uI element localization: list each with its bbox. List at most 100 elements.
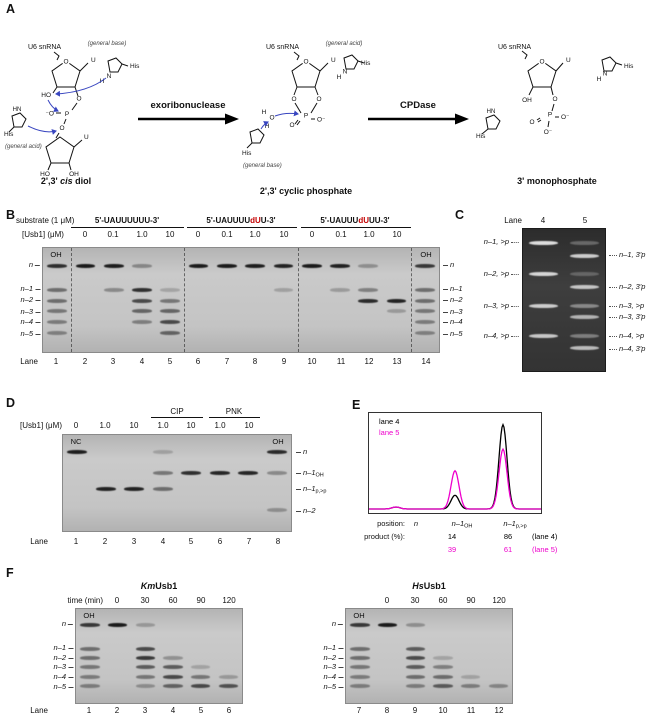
gel-image-b [42,247,440,353]
panel-c-label: C [455,208,465,222]
gel-band [132,263,152,268]
atom-O: O [289,122,294,129]
gel-band [217,263,237,268]
gel-marker: n [443,260,454,269]
gel-lane-separator [297,248,299,352]
gel-band [245,263,265,268]
tick-label: n [413,519,419,528]
gel-band [95,486,116,491]
gel-band [80,646,100,651]
his-label: His [361,60,371,67]
gel-band [405,674,425,679]
ribose-ring [51,60,81,88]
gel-marker: n–3, 3'p [609,312,645,321]
gel-band [405,655,425,660]
gel-band [218,684,238,689]
general-acid-label: (general acid) [5,144,42,150]
gel-band [163,655,183,660]
lane-number: 3 [131,537,137,546]
ribose-ring [45,136,75,164]
gel-lane-separator [410,248,412,352]
atom-O: O [303,59,308,66]
product-label: product (%): [364,532,405,541]
lane-number: 9 [412,706,418,715]
gel-marker: n–1, 3'p [609,250,645,259]
lane-number: 10 [438,706,448,715]
gel-band [160,298,181,303]
atom-N: N [603,71,608,78]
gel-band [273,287,294,292]
gel-band [570,333,599,338]
lane-number: 14 [421,357,431,366]
base-U: U [566,57,571,64]
gel-marker: n–1 [53,643,73,652]
gel-marker: n–3 [443,307,463,316]
gel-band [433,684,453,689]
gel-band [358,298,379,303]
concentration-value: 1.0 [214,421,226,430]
imidazole-ring [601,56,617,72]
concentration-value: 10 [186,421,196,430]
lane-number: 11 [466,706,476,715]
gel-marker: n [29,260,40,269]
nc-label: NC [70,437,82,446]
concentration-value: 1.0 [157,421,169,430]
gel-marker: n–1p,>p [296,484,326,495]
gel-band [350,646,370,651]
gel-band [570,285,599,290]
atom-H: H [100,78,105,85]
tick-label: n–1p,>p [503,519,527,530]
concentration-value: 1.0 [249,230,261,239]
gel-band [47,309,67,314]
gel-band [67,450,88,455]
gel-band [80,655,100,660]
gel-band [135,674,155,679]
gel-band [160,319,181,324]
gel-marker: n–4, >p [484,331,519,340]
gel-marker: n [62,619,73,628]
gel-band [266,507,287,512]
water-H: H [262,109,267,116]
time-value: 0 [114,596,120,605]
gel-marker: n–5 [443,329,463,338]
usb1-label: [Usb1] (μM) [22,230,64,239]
gel-band [80,623,100,627]
lane-number: 10 [307,357,317,366]
caption-monophosphate: 3' monophosphate [517,176,597,186]
gel-band [570,346,599,351]
substrate-sequence: 5'-UAUUUUdUU-3' [206,216,276,225]
gel-band [273,263,294,268]
atom-O-minus: ⁻O [46,111,55,118]
gel-image-c [522,228,606,372]
reaction-arrow [138,113,239,125]
gel-band [488,684,508,689]
time-value: 30 [140,596,150,605]
general-acid-label: (general acid) [326,41,363,47]
lane-number: 8 [384,706,390,715]
gel-band [570,303,599,308]
gel-lane-separator [184,248,186,352]
mechanism-arrow [55,77,107,97]
gel-band [415,263,435,268]
gel-band [160,287,181,292]
gel-marker: n [332,619,343,628]
gel-band [330,287,350,292]
gel-band [350,655,370,660]
gel-marker: n–2, 3'p [609,282,645,291]
concentration-value: 10 [279,230,289,239]
u6-snrna-label: U6 snRNA [28,44,61,51]
gel-band [238,471,259,476]
trace-lane-5 [369,447,541,510]
gel-band [47,298,67,303]
atom-O: O [59,125,64,132]
gel-band [80,674,100,679]
mechanism-arrow [47,99,59,112]
water-O: O [269,115,274,122]
lane-number: 4 [540,216,546,225]
imidazole-ring [107,57,123,73]
time-value: 90 [196,596,206,605]
base-U: U [84,134,89,141]
lane-number: 1 [73,537,79,546]
atom-H: H [597,76,602,83]
gel-marker: n–1 [20,284,40,293]
